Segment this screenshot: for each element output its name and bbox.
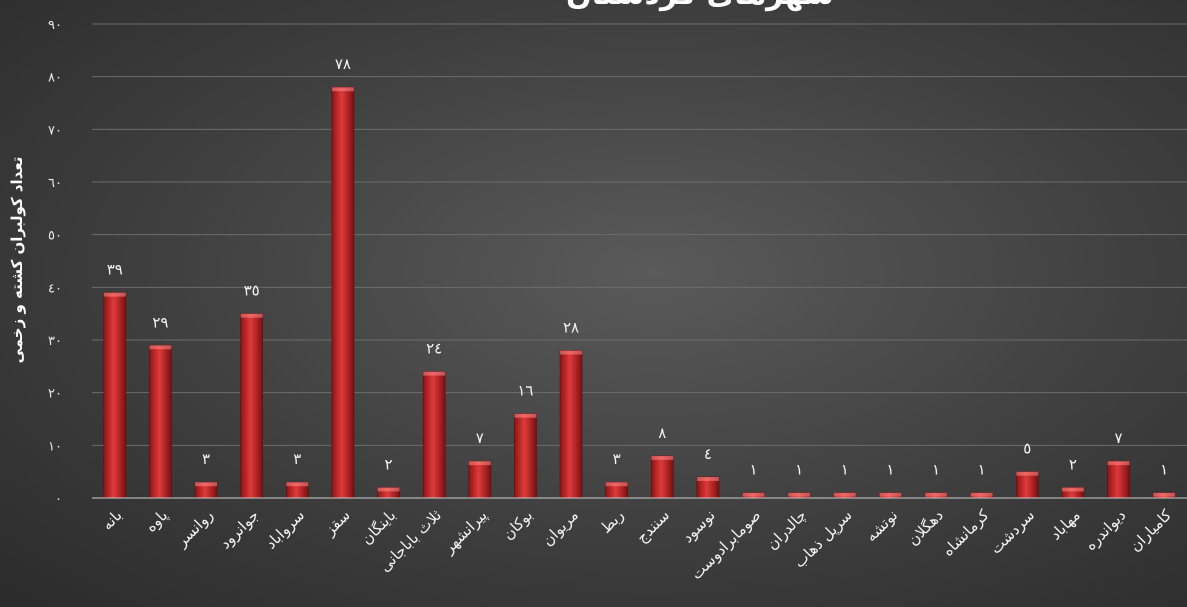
data-label: ١٦	[517, 382, 533, 400]
x-tick-label: نوسود	[679, 506, 719, 546]
bar	[651, 455, 674, 499]
bar	[240, 313, 263, 499]
y-tick-label: ٣٠	[48, 334, 62, 349]
data-label: ٣	[202, 450, 210, 468]
data-label: ٢	[385, 455, 393, 473]
bar-highlight	[377, 487, 400, 492]
x-tick-label: پاوه	[142, 506, 172, 536]
data-label: ٢٤	[426, 340, 442, 358]
x-tick-label: بانه	[98, 506, 126, 534]
x-tick-label: ربط	[597, 506, 628, 537]
y-tick-label: ٢٠	[48, 387, 62, 402]
value-labels: ٣٩ ٢٩ ٣ ٣٥ ٣ ٧٨ ٢ ٢٤ ٧ ١٦ ٢٨ ٣ ٨ ٤ ١ ١ ١ ١ ١ ١ ٥ ٢ ٧ ١	[107, 55, 1168, 479]
data-label: ٨	[658, 424, 666, 442]
y-axis-label: تعداد کولبران کشته و زخمی	[8, 157, 26, 364]
data-label: ٢٩	[152, 313, 168, 331]
bar-highlight	[560, 350, 583, 355]
data-label: ٢	[1069, 455, 1077, 473]
y-tick-label: ١٠	[48, 439, 62, 454]
y-tick-label: ٥٠	[48, 229, 62, 244]
bar	[514, 413, 537, 499]
bar-highlight	[468, 461, 491, 466]
bar-highlight	[925, 492, 948, 497]
x-tick-label: جوانرود	[216, 506, 262, 552]
bar-highlight	[1061, 487, 1084, 492]
data-label: ٥	[1023, 440, 1031, 458]
y-tick-label: ٦٠	[48, 176, 62, 191]
bar	[103, 292, 127, 499]
y-axis-ticks: ٠ ١٠ ٢٠ ٣٠ ٤٠ ٥٠ ٦٠ ٧٠ ٨٠ ٩٠	[48, 18, 62, 507]
x-tick-label: پیرانشهر	[439, 506, 491, 558]
bar-highlight	[788, 492, 811, 497]
bar-highlight	[514, 413, 537, 418]
data-label: ٣	[613, 450, 621, 468]
bar-highlight	[651, 455, 674, 460]
bar	[149, 344, 172, 499]
data-label: ١	[750, 461, 758, 479]
bar-highlight	[742, 492, 765, 497]
data-label: ١	[978, 461, 986, 479]
x-tick-label: دهگلان	[904, 506, 947, 549]
data-label: ١	[841, 461, 849, 479]
bars	[103, 86, 1176, 499]
bar	[559, 350, 583, 499]
x-axis-ticks: بانه پاوه روانسر جوانرود سرواباد سقز باینگانثل…	[98, 505, 1176, 583]
y-tick-label: ٨٠	[48, 71, 62, 86]
gridlines	[92, 23, 1187, 446]
x-tick-label: سردشت	[987, 506, 1038, 557]
x-tick-label: سرواباد	[262, 506, 308, 552]
bar-highlight	[970, 492, 993, 497]
x-tick-label: نوتشه	[862, 506, 901, 545]
x-tick-label: کرمانشاه	[939, 505, 993, 559]
bar-highlight	[605, 482, 628, 487]
bar-highlight	[879, 492, 902, 497]
bar	[1107, 460, 1130, 499]
bar-highlight	[331, 87, 354, 92]
data-label: ٧٨	[335, 55, 351, 73]
x-tick-label: سنندج	[633, 506, 674, 547]
bar-highlight	[240, 313, 263, 318]
bar-highlight	[286, 482, 309, 487]
x-tick-label: بوکان	[499, 506, 536, 543]
x-tick-label: مریوان	[538, 506, 581, 549]
y-tick-label: ٤٠	[48, 281, 62, 296]
x-tick-label: روانسر	[172, 506, 217, 551]
data-label: ٢٨	[563, 319, 579, 337]
bar-highlight	[195, 482, 218, 487]
data-label: ٤	[704, 445, 712, 463]
bar-highlight	[1153, 492, 1176, 497]
y-tick-label: ٩٠	[48, 18, 62, 33]
x-tick-label: باینگان	[357, 506, 399, 548]
data-label: ٣٥	[244, 282, 260, 300]
x-tick-label: مهاباد	[1046, 506, 1083, 543]
bar-highlight	[423, 371, 446, 376]
y-tick-label: ٠	[55, 492, 62, 507]
bar-highlight	[103, 292, 126, 297]
bar	[331, 86, 355, 499]
data-label: ٧	[476, 429, 484, 447]
x-tick-label: کامیاران	[1126, 506, 1176, 556]
data-label: ١	[932, 461, 940, 479]
chart-title: شهرهای کردستان	[566, 0, 834, 12]
y-tick-label: ٧٠	[48, 123, 62, 138]
data-label: ٣	[293, 450, 301, 468]
x-tick-label: سقز	[320, 506, 354, 540]
bar	[422, 371, 446, 499]
bar-highlight	[1107, 461, 1130, 466]
data-label: ١	[1160, 461, 1168, 479]
data-label: ٧	[1115, 429, 1123, 447]
bar-highlight	[149, 345, 172, 350]
x-tick-label: دیواندره	[1081, 506, 1129, 554]
bar	[468, 460, 492, 499]
bar-highlight	[1016, 471, 1039, 476]
bar-highlight	[696, 476, 719, 481]
data-label: ١	[795, 461, 803, 479]
data-label: ١	[886, 461, 894, 479]
bar-highlight	[833, 492, 856, 497]
data-label: ٣٩	[107, 261, 123, 279]
